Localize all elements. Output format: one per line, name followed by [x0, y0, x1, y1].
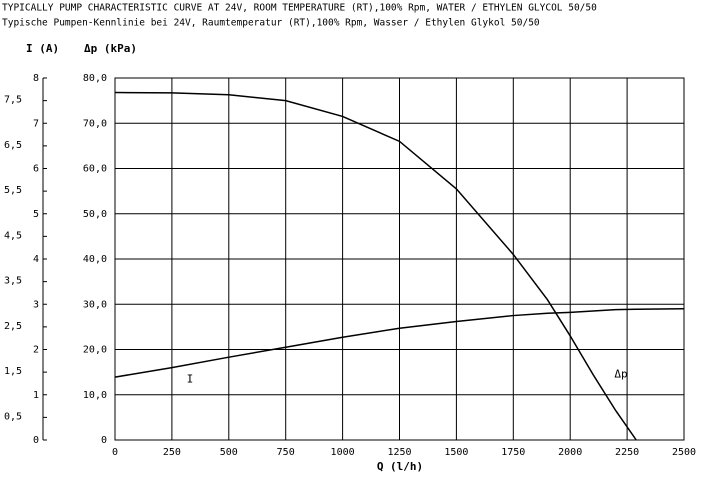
y-tick-label: 0 [101, 435, 107, 446]
y2-tick-label: 7,5 [4, 95, 22, 106]
y-tick-label: 10,0 [83, 390, 107, 401]
x-tick-label: 1500 [444, 447, 468, 458]
x-tick-label: 1000 [331, 447, 355, 458]
x-tick-label: 0 [112, 447, 118, 458]
x-tick-label: 250 [163, 447, 181, 458]
y2-tick-label: 6,5 [4, 140, 22, 151]
y2-tick-label: 4,5 [4, 230, 22, 241]
series-line [114, 91, 637, 441]
y2-tick-label: 1,5 [4, 366, 22, 377]
plot-frame [114, 77, 685, 441]
y-axis-label: Δp (kPa) [84, 42, 137, 55]
x-tick-label: 1250 [387, 447, 411, 458]
x-tick-label: 750 [277, 447, 295, 458]
chart-title: TYPICALLY PUMP CHARACTERISTIC CURVE AT 2… [2, 3, 597, 14]
x-tick-label: 1750 [501, 447, 525, 458]
y-tick-label: 40,0 [83, 254, 107, 265]
x-tick-label: 2250 [615, 447, 639, 458]
y2-tick-label: 4 [33, 254, 39, 265]
x-tick-label: 500 [220, 447, 238, 458]
y2-tick-label: 5 [33, 209, 39, 220]
y2-axis-label: I (A) [26, 42, 59, 55]
legend-label: I [187, 373, 194, 386]
y2-tick-label: 8 [33, 73, 39, 84]
y-tick-label: 20,0 [83, 345, 107, 356]
y2-tick-label: 7 [33, 118, 39, 129]
y-tick-label: 50,0 [83, 209, 107, 220]
y2-tick-label: 0 [33, 435, 39, 446]
x-tick-label: 2500 [672, 447, 696, 458]
y2-tick-label: 2,5 [4, 321, 22, 332]
y-tick-label: 80,0 [83, 73, 107, 84]
y-tick-label: 30,0 [83, 299, 107, 310]
legend-label: Δp [614, 367, 627, 380]
y2-tick-label: 1 [33, 390, 39, 401]
y2-tick-label: 3,5 [4, 276, 22, 287]
y2-tick-label: 3 [33, 299, 39, 310]
y-tick-label: 70,0 [83, 118, 107, 129]
y2-tick-label: 0,5 [4, 411, 22, 422]
chart-subtitle: Typische Pumpen-Kennlinie bei 24V, Raumt… [2, 18, 540, 29]
x-axis-label: Q (l/h) [377, 460, 423, 473]
y2-tick-label: 2 [33, 345, 39, 356]
x-tick-label: 2000 [558, 447, 582, 458]
y2-tick-label: 5,5 [4, 185, 22, 196]
y-tick-label: 60,0 [83, 164, 107, 175]
y2-tick-label: 6 [33, 164, 39, 175]
series-line [114, 308, 685, 378]
